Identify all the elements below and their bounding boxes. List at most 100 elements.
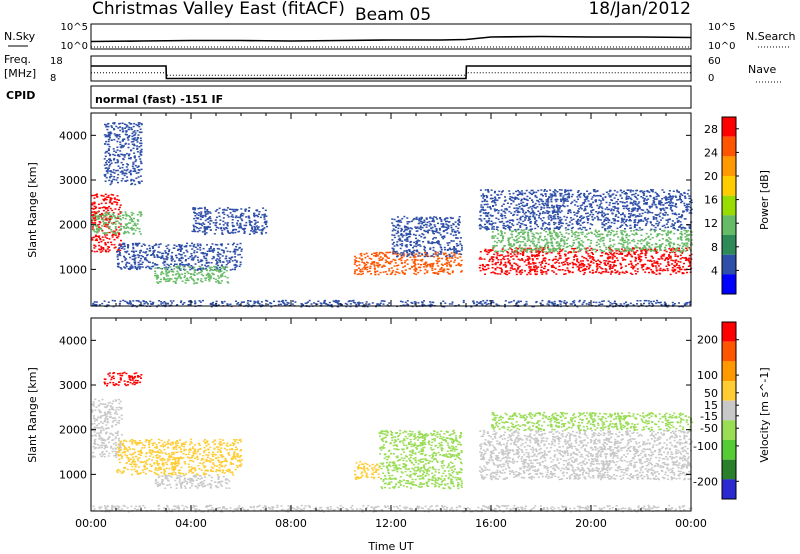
scatter-cell: [196, 278, 199, 280]
scatter-cell: [669, 195, 672, 197]
scatter-cell: [133, 155, 136, 157]
scatter-cell: [659, 245, 662, 248]
scatter-cell: [643, 239, 646, 241]
scatter-cell: [419, 245, 422, 247]
scatter-cell: [646, 266, 649, 269]
scatter-cell: [204, 219, 207, 222]
scatter-cell: [153, 244, 156, 247]
scatter-cell: [236, 224, 239, 226]
scatter-cell: [108, 145, 111, 148]
scatter-cell: [139, 213, 142, 215]
scatter-cell: [672, 246, 675, 249]
scatter-cell: [623, 250, 626, 253]
scatter-cell: [579, 207, 582, 209]
scatter-cell: [580, 266, 583, 269]
scatter-cell: [208, 269, 211, 272]
scatter-cell: [369, 267, 372, 269]
scatter-cell: [688, 257, 691, 259]
scatter-cell: [205, 266, 208, 268]
scatter-cell: [95, 194, 97, 196]
scatter-cell: [430, 227, 433, 229]
scatter-cell: [106, 172, 109, 174]
scatter-cell: [595, 271, 598, 273]
scatter-cell: [577, 261, 580, 264]
scatter-cell: [645, 252, 648, 254]
scatter-cell: [534, 270, 536, 273]
scatter-cell: [631, 240, 634, 242]
scatter-cell: [481, 208, 484, 210]
scatter-cell: [675, 206, 678, 208]
scatter-cell: [649, 247, 652, 249]
scatter-cell: [629, 218, 631, 221]
scatter-cell: [210, 275, 213, 277]
scatter-cell: [200, 259, 203, 261]
scatter-cell: [127, 154, 130, 157]
scatter-cell: [396, 230, 399, 232]
scatter-cell: [508, 243, 511, 245]
scatter-cell: [643, 199, 646, 201]
scatter-cell: [675, 259, 678, 261]
scatter-cell: [656, 224, 659, 227]
scatter-cell: [556, 191, 559, 193]
scatter-cell: [196, 256, 199, 259]
scatter-cell: [175, 245, 178, 247]
scatter-cell: [460, 270, 463, 272]
scatter-cell: [175, 266, 178, 268]
scatter-cell: [138, 155, 141, 158]
noise-panel: 10^5 10^0 10^5 10^0 N.Sky N.Search: [4, 22, 796, 52]
scatter-cell: [126, 223, 129, 225]
scatter-cell: [485, 215, 488, 217]
scatter-cell: [589, 245, 591, 247]
scatter-cell: [248, 221, 251, 223]
scatter-cell: [487, 190, 490, 192]
scatter-cell: [202, 247, 205, 250]
scatter-cell: [645, 203, 648, 205]
scatter-cell: [673, 213, 676, 215]
scatter-cell: [132, 134, 135, 137]
scatter-cell: [494, 235, 497, 237]
scatter-cell: [424, 252, 427, 254]
scatter-cell: [234, 256, 237, 258]
scatter-cell: [169, 277, 171, 280]
scatter-cell: [105, 207, 108, 209]
scatter-cell: [663, 249, 666, 252]
scatter-cell: [263, 216, 266, 218]
scatter-cell: [570, 227, 573, 230]
scatter-cell: [459, 243, 462, 245]
scatter-cell: [138, 182, 141, 185]
scatter-cell: [535, 247, 538, 249]
scatter-cell: [94, 207, 97, 210]
scatter-cell: [127, 214, 130, 217]
scatter-cell: [460, 264, 463, 266]
scatter-cell: [136, 245, 139, 247]
scatter-cell: [515, 236, 517, 238]
scatter-cell: [621, 240, 624, 242]
scatter-cell: [545, 273, 548, 275]
scatter-cell: [619, 239, 622, 241]
scatter-cell: [231, 214, 234, 216]
scatter-cell: [176, 267, 179, 270]
scatter-cell: [258, 213, 260, 215]
scatter-cell: [530, 251, 533, 254]
scatter-cell: [585, 198, 588, 200]
scatter-cell: [656, 233, 659, 236]
scatter-cell: [478, 267, 481, 269]
scatter-cell: [135, 177, 138, 179]
scatter-cell: [557, 228, 560, 231]
scatter-cell: [129, 169, 132, 172]
scatter-cell: [521, 204, 524, 207]
scatter-cell: [131, 242, 134, 245]
scatter-cell: [671, 220, 674, 222]
scatter-cell: [609, 251, 612, 253]
scatter-cell: [485, 196, 488, 199]
scatter-cell: [552, 237, 555, 239]
scatter-cell: [521, 236, 524, 238]
scatter-cell: [620, 189, 623, 191]
scatter-cell: [555, 200, 558, 203]
scatter-cell: [406, 253, 409, 255]
scatter-cell: [376, 255, 379, 257]
scatter-cell: [533, 265, 536, 268]
scatter-cell: [584, 268, 586, 270]
scatter-cell: [425, 230, 428, 233]
scatter-cell: [571, 247, 574, 250]
